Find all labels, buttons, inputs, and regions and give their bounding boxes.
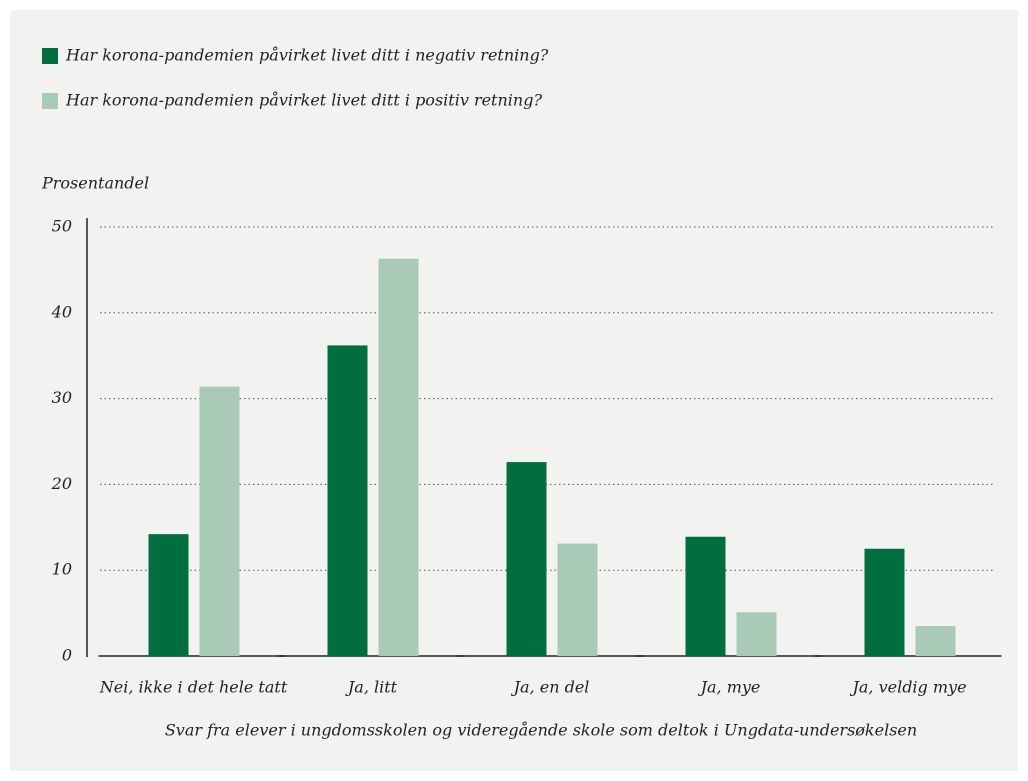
legend-label: Har korona-pandemien påvirket livet ditt… (65, 91, 542, 110)
y-tick-label: 0 (62, 646, 72, 665)
y-tick-label: 50 (52, 217, 72, 236)
y-tick-label: 40 (51, 302, 72, 321)
bar (327, 345, 368, 656)
bar (557, 543, 598, 656)
x-tick-label: Ja, mye (698, 678, 761, 697)
legend-swatch (42, 93, 58, 109)
background (10, 10, 1018, 771)
legend-swatch (42, 48, 58, 64)
x-tick-label: Nei, ikke i det hele tatt (99, 678, 288, 697)
y-tick-label: 30 (52, 388, 72, 407)
bar (685, 536, 726, 656)
y-tick-label: 20 (51, 474, 72, 493)
y-axis-label: Prosentandel (41, 174, 149, 193)
bar (378, 258, 419, 656)
bar (736, 612, 777, 656)
x-axis-label: Svar fra elever i ungdomsskolen og vider… (165, 721, 917, 740)
bar (148, 534, 189, 656)
x-tick-label: Ja, en del (511, 678, 590, 697)
bar (864, 548, 905, 656)
bar (915, 625, 956, 656)
x-tick-label: Ja, litt (345, 678, 398, 697)
bar (199, 386, 240, 656)
bar (506, 462, 547, 656)
legend-label: Har korona-pandemien påvirket livet ditt… (65, 46, 549, 65)
y-tick-label: 10 (52, 560, 72, 579)
x-tick-label: Ja, veldig mye (849, 678, 966, 697)
